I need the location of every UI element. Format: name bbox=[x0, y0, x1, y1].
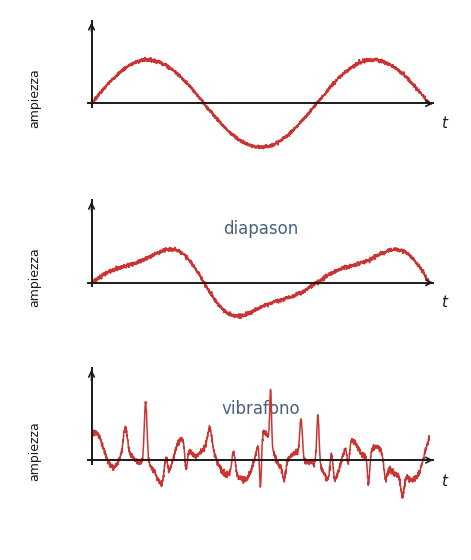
Text: vibrafono: vibrafono bbox=[221, 399, 300, 418]
Text: t: t bbox=[441, 474, 447, 488]
Text: diapason: diapason bbox=[223, 220, 298, 239]
Text: ampiezza: ampiezza bbox=[28, 248, 41, 307]
Text: t: t bbox=[441, 116, 447, 131]
Text: ampiezza: ampiezza bbox=[28, 68, 41, 128]
Text: ampiezza: ampiezza bbox=[28, 421, 41, 480]
Text: t: t bbox=[441, 295, 447, 310]
